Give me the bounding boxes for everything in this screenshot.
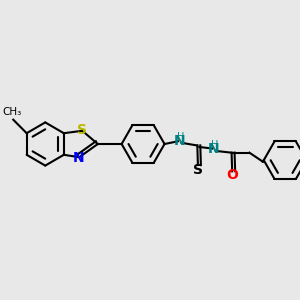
Text: CH₃: CH₃ (2, 107, 21, 117)
Text: O: O (226, 168, 238, 182)
Text: H: H (177, 132, 184, 142)
Text: H: H (212, 140, 219, 150)
Text: N: N (73, 151, 85, 165)
Text: N: N (208, 142, 220, 156)
Text: S: S (77, 123, 87, 137)
Text: N: N (174, 134, 185, 148)
Text: S: S (193, 163, 203, 176)
